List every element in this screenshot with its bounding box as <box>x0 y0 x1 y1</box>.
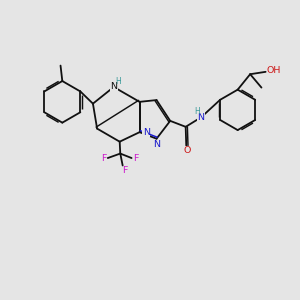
Text: F: F <box>101 154 106 163</box>
Text: F: F <box>133 154 138 163</box>
Text: OH: OH <box>267 66 281 75</box>
Text: N: N <box>110 82 117 91</box>
Text: N: N <box>142 128 150 137</box>
Text: H: H <box>194 107 200 116</box>
Text: N: N <box>198 113 205 122</box>
Text: H: H <box>115 77 121 86</box>
Text: N: N <box>153 140 160 149</box>
Text: O: O <box>183 146 190 155</box>
Text: F: F <box>122 166 127 175</box>
